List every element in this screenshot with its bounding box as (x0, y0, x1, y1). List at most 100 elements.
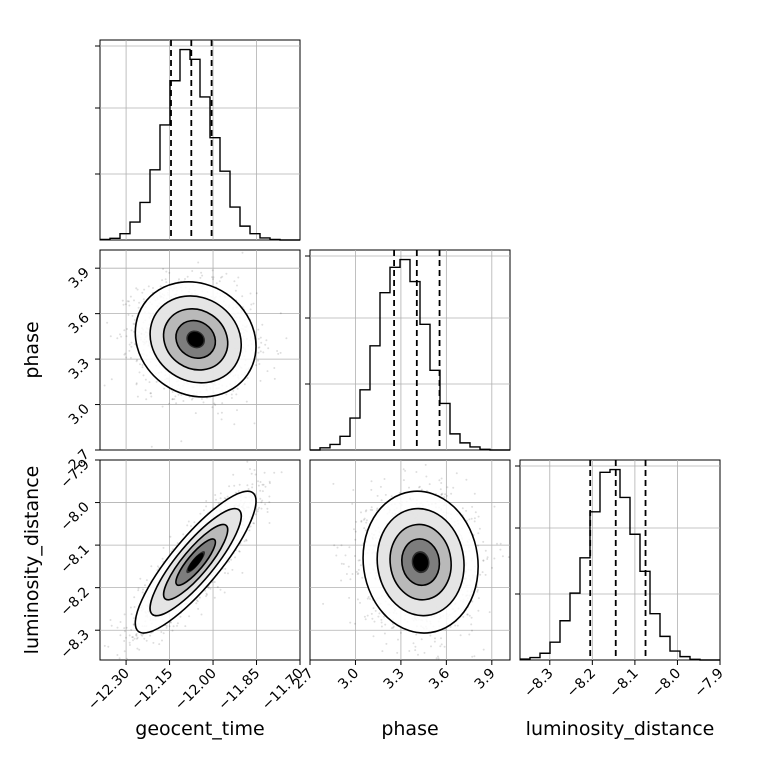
scatter-point (145, 398, 148, 401)
plot-content: −12.30−12.15−12.00−11.85−11.702.7 3.0 3.3 3… (57, 40, 727, 713)
scatter-point (223, 497, 226, 500)
scatter-point (465, 478, 468, 481)
scatter-point (430, 645, 432, 648)
scatter-point (116, 654, 119, 656)
hist-lumdist-panel (519, 459, 721, 661)
scatter-point (254, 473, 257, 476)
scatter-point (109, 335, 112, 338)
contour-line (175, 319, 217, 359)
scatter-point (351, 502, 354, 505)
scatter-point (161, 557, 164, 560)
scatter-point (202, 401, 205, 404)
scatter-point (351, 573, 354, 575)
scatter-point (399, 631, 402, 634)
scatter-point (241, 571, 244, 574)
scatter-point (180, 394, 183, 396)
scatter-point (133, 617, 136, 620)
scatter-point (263, 471, 266, 474)
scatter-phase-lumdist-panel (309, 459, 511, 661)
scatter-point (268, 495, 271, 498)
scatter-point (261, 490, 264, 493)
scatter-point (237, 490, 240, 492)
scatter-point (258, 346, 261, 349)
scatter-point (144, 389, 147, 392)
scatter-point (230, 393, 233, 396)
scatter-point (199, 276, 202, 279)
scatter-point (176, 624, 178, 627)
scatter-point (143, 288, 146, 291)
scatter-point (142, 298, 145, 301)
scatter-point (471, 600, 474, 603)
density-peak (187, 331, 204, 347)
scatter-point (232, 473, 235, 476)
scatter-point (119, 621, 122, 623)
scatter-point (335, 554, 338, 557)
scatter-point (249, 525, 252, 528)
scatter-point (473, 517, 476, 520)
scatter-point (259, 497, 262, 500)
scatter-point (245, 538, 248, 541)
scatter-point (221, 402, 224, 405)
scatter-point (135, 634, 138, 637)
scatter-point (369, 597, 371, 600)
scatter-point (103, 644, 106, 647)
scatter-point (478, 527, 481, 530)
scatter-point (251, 486, 254, 489)
scatter-point (246, 484, 249, 487)
scatter-point (390, 495, 393, 498)
scatter-point (169, 621, 172, 624)
scatter-point (264, 503, 267, 506)
scatter-point (128, 304, 131, 307)
scatter-point (236, 409, 238, 412)
scatter-point (136, 288, 139, 291)
scatter-point (376, 507, 379, 510)
scatter-point (220, 276, 222, 279)
scatter-point (171, 629, 174, 632)
scatter-point (159, 285, 162, 288)
scatter-point (162, 632, 165, 635)
scatter-point (150, 395, 153, 398)
scatter-point (141, 291, 144, 294)
scatter-point (168, 271, 171, 274)
scatter-point (443, 645, 446, 648)
scatter-point (238, 483, 241, 486)
scatter-point (128, 343, 131, 346)
scatter-point (137, 306, 140, 309)
scatter-point (110, 624, 113, 627)
scatter-point (125, 335, 128, 338)
scatter-point (423, 651, 426, 654)
scatter-point (129, 606, 132, 609)
scatter-point (137, 587, 140, 590)
scatter-point (133, 606, 136, 608)
scatter-point (273, 367, 276, 369)
scatter-point (123, 627, 126, 630)
scatter-point (385, 642, 388, 645)
scatter-point (168, 625, 171, 628)
scatter-point (214, 404, 217, 406)
scatter-point (197, 261, 200, 264)
scatter-point (143, 637, 146, 640)
scatter-point (194, 412, 197, 415)
hist-step-phase (310, 258, 510, 451)
scatter-point (477, 544, 479, 547)
scatter-point (162, 546, 165, 549)
scatter-point (235, 393, 238, 396)
scatter-point (420, 638, 423, 641)
scatter-point (425, 475, 428, 478)
scatter-point (396, 651, 399, 654)
scatter-point (357, 572, 360, 575)
scatter-point (376, 494, 379, 497)
scatter-point (437, 655, 439, 658)
scatter-point (474, 511, 477, 514)
scatter-point (133, 299, 135, 302)
scatter-point (137, 589, 140, 592)
scatter-point (261, 483, 264, 486)
scatter-point (130, 345, 133, 348)
scatter-point (454, 624, 457, 627)
scatter-point (190, 525, 192, 528)
scatter-point (349, 578, 352, 581)
scatter-point (373, 620, 376, 623)
scatter-point (259, 379, 262, 382)
scatter-point (440, 493, 443, 496)
scatter-point (106, 321, 109, 324)
